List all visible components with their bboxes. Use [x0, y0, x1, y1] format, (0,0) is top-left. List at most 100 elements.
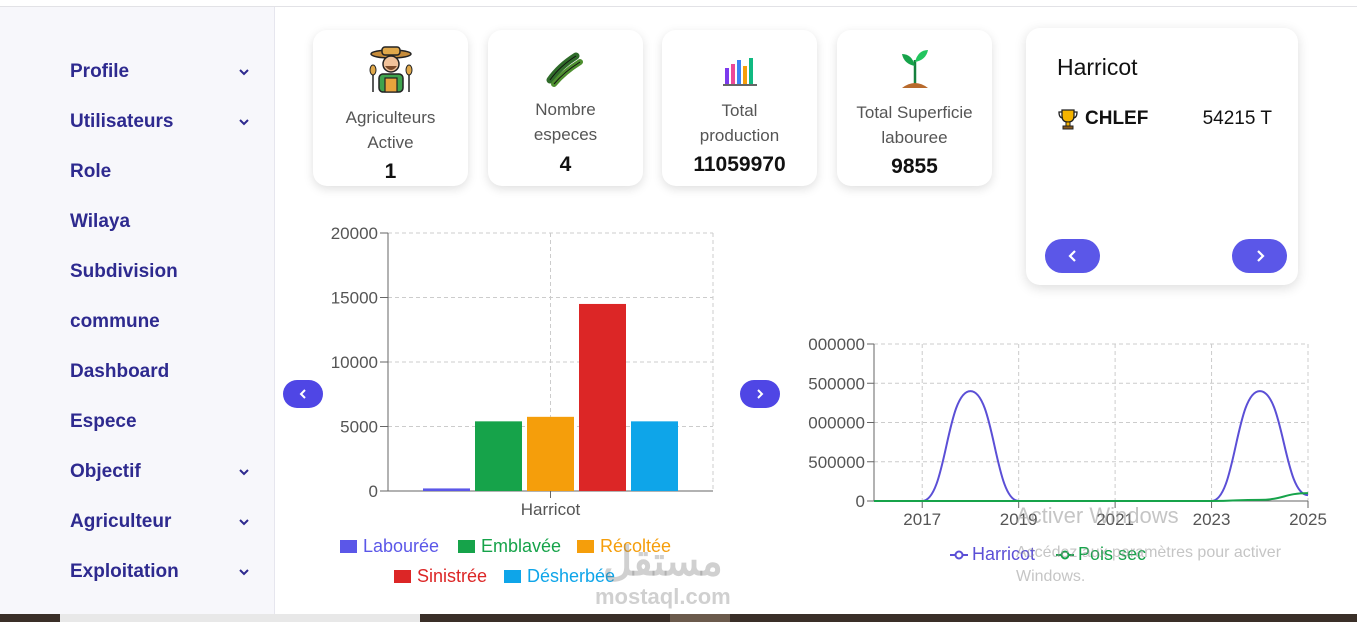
sidebar-item-wilaya[interactable]: Wilaya — [70, 207, 250, 237]
sidebar-item-label: Profile — [70, 61, 130, 82]
y-tick-label: 000000 — [808, 414, 865, 433]
stat-value: 4 — [559, 153, 572, 176]
legend-label: Désherbée — [527, 566, 616, 586]
stat-label: Total — [721, 101, 758, 120]
sidebar-item-agriculteur[interactable]: Agriculteur — [70, 507, 250, 537]
stat-card-production: Total production 11059970 — [662, 30, 817, 186]
legend-swatch — [504, 570, 521, 583]
chevron-right-icon — [757, 389, 764, 399]
chart-prev-button[interactable] — [283, 380, 323, 408]
x-tick-label: 2025 — [1289, 510, 1327, 529]
sidebar-item-label: Utilisateurs — [70, 111, 174, 132]
sidebar-item-dashboard[interactable]: Dashboard — [70, 357, 250, 387]
legend-item-recoltee: Récoltée — [577, 536, 671, 557]
sidebar-item-label: commune — [70, 311, 160, 332]
chevron-left-icon — [299, 389, 306, 399]
sidebar-item-label: Wilaya — [70, 211, 131, 232]
sidebar-item-role[interactable]: Role — [70, 157, 250, 187]
legend-item-emblavee: Emblavée — [458, 536, 561, 557]
mostaql-url: mostaql.com — [595, 584, 731, 609]
beans-icon — [546, 52, 583, 87]
sidebar-item-label: Exploitation — [70, 561, 179, 582]
y-tick-label: 500000 — [808, 453, 865, 472]
sidebar-item-label: Objectif — [70, 461, 141, 482]
legend-label: Pois sec — [1078, 544, 1147, 564]
legend-swatch — [577, 540, 594, 553]
x-tick-label: 2023 — [1193, 510, 1231, 529]
bar-désherbée — [631, 421, 678, 491]
next-button[interactable] — [1232, 239, 1287, 273]
stat-card-especes: Nombre especes 4 — [488, 30, 643, 186]
chevron-right-icon — [1256, 250, 1265, 262]
bar-chart-icon — [722, 58, 757, 86]
stat-label: Nombre — [535, 100, 596, 119]
activate-windows-subtitle: Accédez aux paramètres pour activer Wind… — [1016, 544, 1282, 585]
chevron-down-icon — [239, 119, 249, 126]
taskbar-strip — [0, 614, 1357, 622]
stat-value: 1 — [384, 160, 397, 183]
sidebar-item-profile[interactable]: Profile — [70, 57, 250, 87]
legend-label: Harricot — [972, 544, 1036, 564]
legend-label: Sinistrée — [417, 566, 488, 586]
ranking-panel: Harricot CHLEF 54215 T — [1026, 28, 1298, 285]
y-tick-label: 0 — [856, 492, 865, 511]
y-tick-label: 10000 — [331, 353, 378, 372]
mostaql-watermark: مستقل mostaql.com — [595, 540, 731, 610]
x-tick-label: Harricot — [521, 500, 581, 519]
sprout-icon — [901, 50, 928, 88]
stat-label: especes — [533, 125, 598, 144]
legend-swatch — [458, 540, 475, 553]
stat-value: 11059970 — [693, 153, 786, 176]
sidebar-item-subdivision[interactable]: Subdivision — [70, 257, 250, 287]
legend-marker — [950, 550, 968, 559]
legend-item-sinistree: Sinistrée — [394, 566, 487, 587]
region-amount: 54215 T — [1202, 108, 1272, 129]
sidebar-item-label: Dashboard — [70, 361, 170, 382]
legend-swatch — [394, 570, 411, 583]
bar-emblavée — [475, 421, 522, 491]
bar-récoltée — [527, 416, 574, 491]
prev-button[interactable] — [1045, 239, 1100, 273]
sidebar-item-exploitation[interactable]: Exploitation — [70, 557, 250, 587]
sidebar-item-label: Role — [70, 161, 112, 182]
sidebar-item-label: Subdivision — [70, 261, 178, 282]
sidebar-item-label: Agriculteur — [70, 511, 172, 532]
legend-label: Emblavée — [481, 536, 562, 556]
legend-item-labouree: Labourée — [340, 536, 439, 557]
panel-title: Harricot — [1057, 54, 1138, 80]
taskbar-segment — [60, 614, 420, 622]
y-tick-label: 5000 — [340, 418, 378, 437]
legend-label: Labourée — [363, 536, 440, 556]
chevron-left-icon — [1067, 250, 1076, 262]
ranking-row: CHLEF 54215 T — [1057, 108, 1272, 130]
y-tick-label: 000000 — [808, 335, 865, 354]
sidebar-item-objectif[interactable]: Objectif — [70, 457, 250, 487]
stat-card-superficie: Total Superficie labouree 9855 — [837, 30, 992, 186]
activate-windows-title: Activer Windows — [1016, 503, 1179, 528]
chevron-down-icon — [239, 519, 249, 526]
legend-item-harricot: Harricot — [950, 544, 1035, 565]
stat-card-agriculteurs: Agriculteurs Active 1 — [313, 30, 468, 186]
mostaql-arabic: مستقل — [602, 540, 723, 584]
sidebar-item-utilisateurs[interactable]: Utilisateurs — [70, 107, 250, 137]
series-line-harricot — [873, 390, 1309, 502]
sidebar-item-commune[interactable]: commune — [70, 307, 250, 337]
trophy-icon — [1058, 109, 1078, 130]
sidebar-item-espece[interactable]: Espece — [70, 407, 250, 437]
legend-label: Récoltée — [600, 536, 672, 556]
stat-label: Total Superficie — [856, 103, 973, 122]
stat-label: Agriculteurs — [345, 108, 436, 127]
y-tick-label: 500000 — [808, 374, 865, 393]
bar-chart: 0 5000 10000 15000 20000 Harricot — [331, 224, 714, 519]
chevron-down-icon — [239, 69, 249, 76]
taskbar-segment — [670, 614, 730, 622]
stat-label: Active — [367, 133, 414, 152]
chart-next-button[interactable] — [740, 380, 780, 408]
bar-labourée — [423, 488, 470, 491]
series-line-pois-sec — [873, 492, 1309, 502]
region-name: CHLEF — [1085, 108, 1149, 129]
chevron-down-icon — [239, 569, 249, 576]
stat-label: labouree — [881, 128, 948, 147]
stat-label: production — [699, 126, 780, 145]
x-tick-label: 2019 — [1000, 510, 1038, 529]
